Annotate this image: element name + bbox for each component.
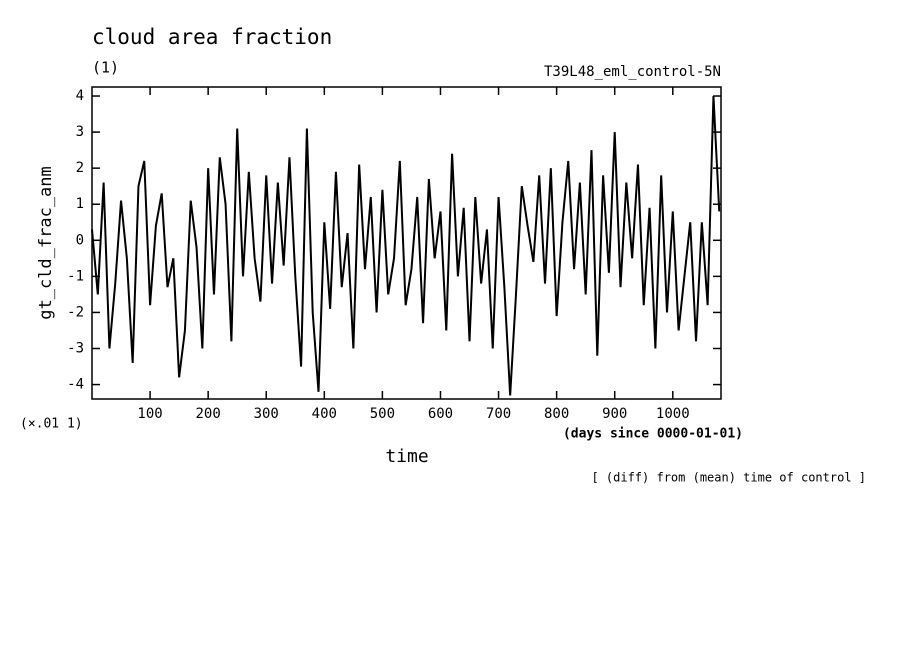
x-tick-label: 900: [602, 406, 627, 422]
x-tick-label: 300: [254, 406, 279, 422]
y-tick-label: -1: [67, 268, 84, 284]
x-tick-label: 700: [486, 406, 511, 422]
y-tick-label: 0: [76, 232, 84, 248]
x-tick-label: 800: [544, 406, 569, 422]
y-scale-label: (×.01 1): [20, 417, 83, 432]
y-tick-label: 1: [76, 196, 84, 212]
y-tick-label: 3: [76, 124, 84, 140]
x-tick-label: 1000: [656, 406, 690, 422]
y-tick-label: -3: [67, 341, 84, 357]
x-axis-label: time: [385, 446, 428, 467]
chart-title: cloud area fraction: [92, 25, 332, 49]
x-tick-label: 600: [428, 406, 453, 422]
y-tick-label: 2: [76, 160, 84, 176]
x-tick-label: 500: [370, 406, 395, 422]
y-tick-label: -2: [67, 304, 84, 320]
y-axis-label: gt_cld_frac_anm: [36, 166, 56, 320]
footnote: [ (diff) from (mean) time of control ]: [591, 471, 866, 485]
plot-frame: [91, 86, 722, 400]
subtitle: (1): [92, 59, 119, 77]
y-tick-label: -4: [67, 377, 84, 393]
y-tick-label: 4: [76, 88, 84, 104]
x-units-label: (days since 0000-01-01): [563, 427, 743, 442]
x-tick-label: 100: [137, 406, 162, 422]
run-label: T39L48_eml_control-5N: [544, 64, 721, 80]
x-tick-label: 200: [196, 406, 221, 422]
x-tick-label: 400: [312, 406, 337, 422]
data-line: [91, 95, 721, 396]
